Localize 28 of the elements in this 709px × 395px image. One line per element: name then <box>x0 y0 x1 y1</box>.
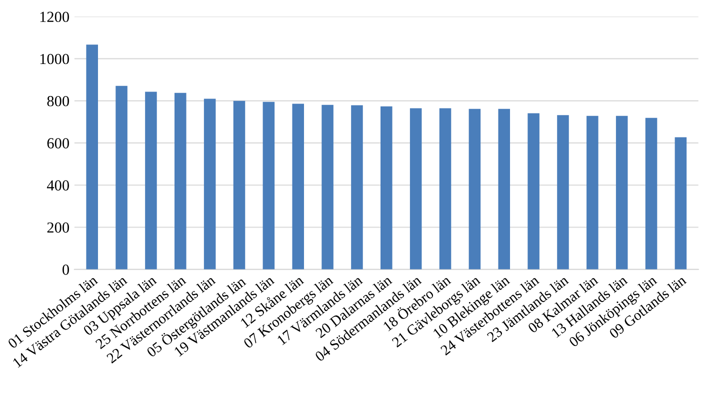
bar <box>116 86 128 270</box>
bar <box>233 100 246 270</box>
y-tick-label: 0 <box>62 264 69 275</box>
bar <box>145 92 157 270</box>
bar <box>410 108 422 270</box>
bar <box>439 108 452 270</box>
y-tick-label: 200 <box>47 222 69 233</box>
y-tick-label: 1000 <box>40 54 69 64</box>
bar <box>322 104 334 270</box>
bar <box>498 108 510 270</box>
y-tick-label: 800 <box>47 96 69 106</box>
bar <box>86 44 98 270</box>
bar <box>262 102 275 270</box>
bar <box>586 116 598 270</box>
bar <box>380 106 392 270</box>
bar <box>351 105 363 270</box>
bar <box>292 104 304 270</box>
y-tick-label: 400 <box>46 180 69 191</box>
y-tick-label: 600 <box>47 138 69 148</box>
bar <box>557 115 569 270</box>
bar <box>674 137 687 270</box>
bar <box>645 118 658 270</box>
y-tick-label: 1200 <box>40 12 69 22</box>
bar <box>528 113 540 270</box>
bar <box>468 108 481 270</box>
bar <box>174 92 186 270</box>
bar <box>616 116 628 270</box>
bar <box>204 98 216 270</box>
